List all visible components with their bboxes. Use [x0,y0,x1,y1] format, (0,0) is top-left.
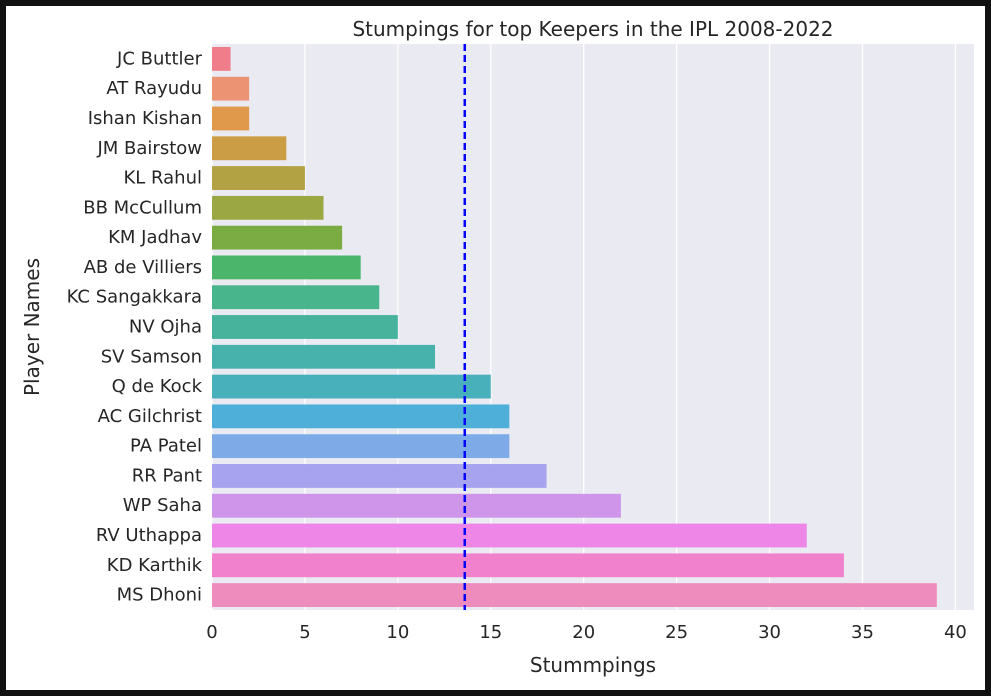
bar-jm-bairstow [212,136,287,161]
category-label: JC Buttler [116,48,203,69]
category-label: Ishan Kishan [88,108,202,129]
x-tick-label: 40 [944,622,967,643]
chart-figure: JC Buttler AT Rayudu Ishan Kishan JM Bairst… [6,6,985,690]
bar-ac-gilchrist [212,404,510,429]
bar-kl-rahul [212,166,305,190]
bar-ishan-kishan [212,106,250,131]
category-label: NV Ojha [129,317,202,338]
x-tick-label: 20 [572,622,595,643]
bar-km-jadhav [212,225,343,250]
chart-title: Stumpings for top Keepers in the IPL 200… [352,17,833,41]
category-label: Q de Kock [112,376,203,397]
category-label: PA Patel [130,436,202,457]
x-tick-labels: 0 5 10 15 20 25 30 35 40 [206,622,967,643]
bars [212,46,937,608]
category-label: KM Jadhav [108,227,202,248]
category-label: KC Sangakkara [67,287,202,308]
bar-chart: JC Buttler AT Rayudu Ishan Kishan JM Bairst… [20,17,974,677]
category-label: JM Bairstow [96,138,202,159]
x-tick-label: 5 [299,622,310,643]
x-axis-label: Stummpings [530,653,656,677]
category-label: WP Saha [123,495,202,516]
bar-q-de-kock [212,374,491,399]
x-tick-label: 35 [851,622,874,643]
bar-bb-mccullum [212,195,324,220]
category-label: SV Samson [101,346,202,367]
bar-kc-sangakkara [212,285,380,310]
category-label: KD Karthik [107,555,203,576]
bar-jc-buttler [212,46,231,71]
category-label: BB McCullum [83,197,202,218]
bar-ab-de-villiers [212,255,361,280]
x-tick-label: 0 [206,622,217,643]
bar-sv-samson [212,344,436,369]
category-label: MS Dhoni [117,585,202,606]
category-label: RV Uthappa [96,525,202,546]
category-label: AB de Villiers [84,257,202,278]
category-labels: JC Buttler AT Rayudu Ishan Kishan JM Bairst… [67,48,203,605]
x-tick-label: 10 [386,622,409,643]
bar-wp-saha [212,493,621,518]
x-tick-label: 25 [665,622,688,643]
bar-pa-patel [212,434,510,459]
bar-ms-dhoni [212,583,937,608]
category-label: AT Rayudu [106,78,202,99]
bar-nv-ojha [212,315,398,339]
x-tick-label: 30 [758,622,781,643]
category-label: AC Gilchrist [98,406,202,427]
x-tick-label: 15 [479,622,502,643]
bar-kd-karthik [212,553,844,578]
y-axis-label: Player Names [20,258,44,396]
bar-rv-uthappa [212,523,807,548]
category-label: RR Pant [132,465,202,486]
category-label: KL Rahul [123,168,202,189]
bar-rr-pant [212,464,547,488]
bar-at-rayudu [212,76,250,101]
